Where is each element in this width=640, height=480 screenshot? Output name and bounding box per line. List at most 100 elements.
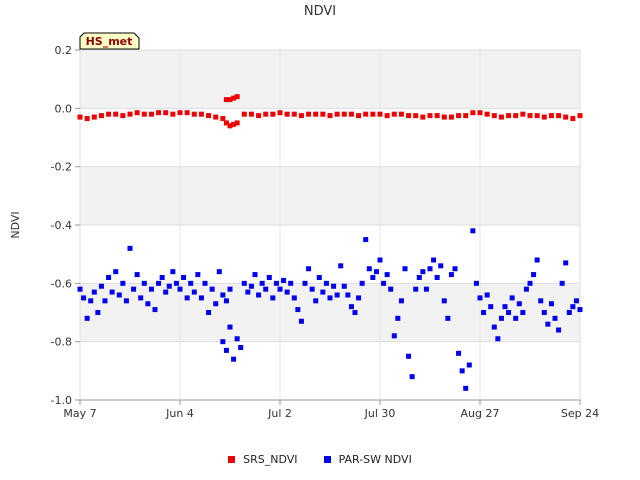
data-point bbox=[495, 336, 501, 342]
data-point bbox=[248, 111, 254, 117]
legend-label-parsw: PAR-SW NDVI bbox=[338, 453, 412, 466]
data-point bbox=[91, 114, 97, 120]
data-point bbox=[402, 266, 408, 272]
data-point bbox=[306, 266, 312, 272]
data-point bbox=[166, 283, 172, 289]
data-point bbox=[577, 113, 583, 119]
data-point bbox=[552, 315, 558, 321]
data-point bbox=[95, 310, 101, 315]
data-point bbox=[427, 113, 433, 119]
data-point bbox=[270, 111, 276, 117]
data-point bbox=[334, 292, 340, 298]
station-badge-shape bbox=[79, 32, 140, 50]
data-point bbox=[513, 315, 519, 321]
data-point bbox=[359, 280, 365, 286]
data-point bbox=[481, 310, 487, 315]
data-point bbox=[420, 269, 426, 275]
data-point bbox=[441, 298, 447, 304]
data-point bbox=[206, 113, 212, 119]
data-point bbox=[127, 111, 133, 117]
data-point bbox=[113, 111, 119, 117]
data-point bbox=[184, 295, 190, 301]
data-point bbox=[298, 318, 304, 324]
legend-item-parsw: PAR-SW NDVI bbox=[323, 453, 412, 466]
data-point bbox=[438, 263, 444, 269]
data-point bbox=[556, 113, 562, 119]
legend-item-srs: SRS_NDVI bbox=[228, 453, 298, 466]
data-point bbox=[452, 266, 458, 272]
data-point bbox=[577, 307, 583, 313]
data-point bbox=[527, 280, 533, 286]
data-point bbox=[470, 228, 476, 234]
data-point bbox=[156, 280, 162, 286]
data-point bbox=[373, 269, 379, 275]
data-point bbox=[548, 301, 554, 307]
data-point bbox=[141, 280, 147, 286]
data-point bbox=[456, 350, 462, 356]
data-point bbox=[202, 280, 208, 286]
data-point bbox=[84, 116, 90, 122]
data-point bbox=[295, 307, 301, 313]
data-point bbox=[477, 110, 483, 116]
data-point bbox=[220, 292, 226, 298]
data-point bbox=[284, 289, 290, 295]
data-point bbox=[320, 289, 326, 295]
data-points bbox=[77, 94, 583, 391]
data-point bbox=[448, 272, 454, 278]
data-point bbox=[284, 111, 290, 117]
data-point bbox=[377, 257, 383, 263]
data-point bbox=[227, 286, 233, 292]
data-point bbox=[198, 295, 204, 301]
data-point bbox=[266, 275, 272, 280]
data-point bbox=[77, 286, 83, 292]
data-point bbox=[141, 111, 147, 117]
data-point bbox=[127, 245, 133, 251]
data-point bbox=[398, 111, 404, 117]
data-point bbox=[106, 111, 112, 117]
data-point bbox=[445, 315, 451, 321]
data-point bbox=[220, 116, 226, 122]
data-point bbox=[531, 272, 537, 278]
data-point bbox=[231, 121, 237, 127]
data-point bbox=[527, 113, 533, 119]
data-point bbox=[223, 298, 229, 304]
data-point bbox=[484, 292, 490, 298]
data-point bbox=[152, 307, 158, 313]
series-0 bbox=[77, 94, 583, 129]
data-point bbox=[398, 298, 404, 304]
data-point bbox=[313, 111, 319, 117]
data-point bbox=[523, 286, 529, 292]
data-point bbox=[484, 111, 490, 117]
data-point bbox=[77, 114, 83, 120]
data-point bbox=[270, 295, 276, 301]
data-point bbox=[416, 275, 422, 280]
data-point bbox=[423, 286, 429, 292]
data-point bbox=[298, 113, 304, 119]
data-point bbox=[291, 111, 297, 117]
data-point bbox=[120, 113, 126, 119]
y-tick-label: -0.6 bbox=[51, 277, 72, 290]
data-point bbox=[363, 237, 369, 243]
data-point bbox=[191, 111, 197, 117]
data-point bbox=[106, 275, 112, 280]
data-point bbox=[177, 286, 183, 292]
data-point bbox=[441, 114, 447, 120]
data-point bbox=[356, 295, 362, 301]
data-point bbox=[177, 110, 183, 116]
data-point bbox=[220, 339, 226, 345]
data-point bbox=[534, 113, 540, 119]
data-point bbox=[470, 110, 476, 116]
station-label: HS_met bbox=[86, 35, 133, 48]
data-point bbox=[234, 336, 240, 342]
data-point bbox=[384, 113, 390, 119]
data-point bbox=[123, 298, 129, 304]
data-point bbox=[88, 298, 94, 304]
data-point bbox=[520, 111, 526, 117]
y-tick-label: -1.0 bbox=[51, 394, 72, 407]
data-point bbox=[363, 111, 369, 117]
data-point bbox=[502, 304, 508, 310]
data-point bbox=[234, 94, 240, 100]
data-point bbox=[195, 272, 201, 278]
data-point bbox=[320, 111, 326, 117]
data-point bbox=[148, 286, 154, 292]
